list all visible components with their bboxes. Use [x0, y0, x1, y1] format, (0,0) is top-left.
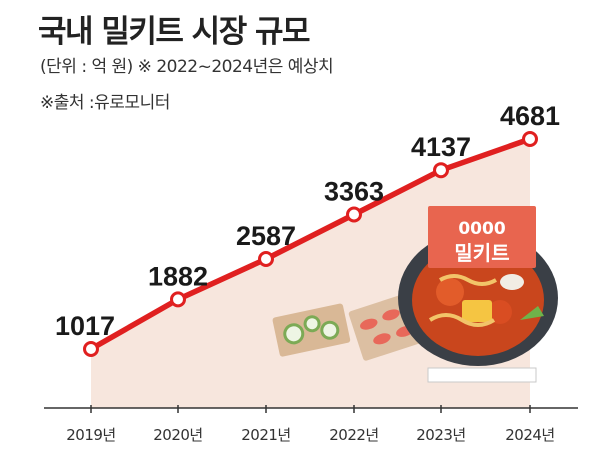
meal-kit-illustration: 0000 밀키트	[272, 206, 558, 383]
data-point-2	[258, 251, 274, 267]
data-labels: 1017 1882 2587 3363 4137 4681	[55, 101, 560, 341]
x-tick-label-2: 2021년	[241, 426, 290, 444]
x-tick-label-4: 2023년	[416, 426, 465, 444]
package-digits: 0000	[458, 219, 505, 239]
x-tick-labels: 2019년 2020년 2021년 2022년 2023년 2024년	[66, 426, 555, 444]
x-tick-label-3: 2022년	[329, 426, 378, 444]
x-tick-label-0: 2019년	[66, 426, 115, 444]
data-point-5	[522, 131, 538, 147]
x-tick-label-5: 2024년	[505, 426, 554, 444]
x-tick-label-1: 2020년	[153, 426, 202, 444]
meal-kit-package: 0000 밀키트	[427, 206, 537, 383]
data-point-0	[83, 341, 99, 357]
data-label-1: 1882	[148, 261, 208, 291]
series-line	[88, 136, 533, 352]
chart-title: 국내 밀키트 시장 규모	[38, 14, 311, 50]
data-label-0: 1017	[55, 311, 115, 341]
data-point-1	[170, 291, 186, 308]
chart-source: ※출처 :유로모니터	[40, 93, 170, 113]
package-label: 밀키트	[454, 241, 509, 265]
data-label-5: 4681	[500, 101, 560, 131]
x-axis-ticks	[90, 405, 531, 413]
data-points	[83, 131, 538, 357]
data-label-3: 3363	[324, 177, 384, 207]
data-label-4: 4137	[411, 132, 471, 162]
ingredient-tray-left	[272, 303, 351, 357]
data-label-2: 2587	[236, 221, 296, 251]
data-point-3	[346, 206, 362, 223]
data-point-4	[433, 162, 449, 179]
chart-subtitle: (단위 : 억 원) ※ 2022~2024년은 예상치	[40, 57, 334, 77]
